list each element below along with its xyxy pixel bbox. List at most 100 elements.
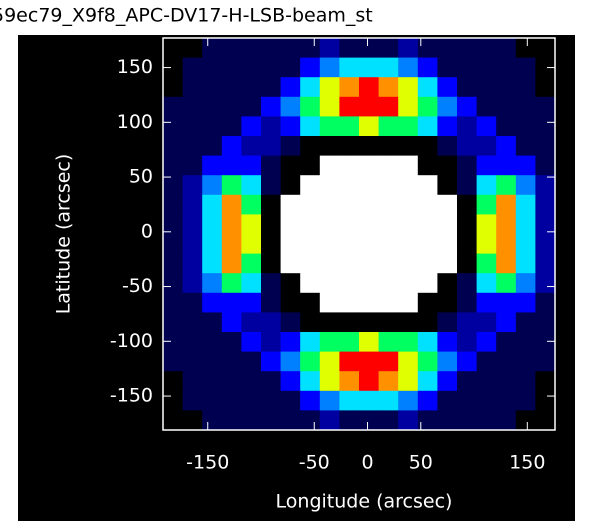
heatmap-cell xyxy=(221,292,242,313)
heatmap-cell xyxy=(280,175,301,196)
heatmap-cell xyxy=(319,175,340,196)
heatmap-cell xyxy=(241,410,262,431)
heatmap-cell xyxy=(476,390,497,411)
heatmap-cell xyxy=(378,175,399,196)
heatmap-cell xyxy=(378,38,399,59)
heatmap-cell xyxy=(496,116,517,137)
heatmap-cell xyxy=(163,253,184,274)
heatmap-cell xyxy=(300,194,321,215)
heatmap-cell xyxy=(280,332,301,353)
heatmap-cell xyxy=(378,292,399,313)
heatmap-cell xyxy=(163,390,184,411)
heatmap-cell xyxy=(280,292,301,313)
heatmap-cell xyxy=(300,175,321,196)
heatmap-cell xyxy=(496,136,517,157)
heatmap-cell xyxy=(457,136,478,157)
heatmap-cell xyxy=(163,155,184,176)
heatmap-cell xyxy=(359,292,380,313)
heatmap-cell xyxy=(300,253,321,274)
heatmap-cell xyxy=(496,77,517,98)
heatmap-cell xyxy=(221,253,242,274)
heatmap-cell xyxy=(496,273,517,294)
heatmap-cell xyxy=(319,194,340,215)
heatmap-cell xyxy=(515,234,536,255)
heatmap-cell xyxy=(476,57,497,78)
heatmap-cell xyxy=(202,96,223,117)
heatmap-cell xyxy=(261,214,282,235)
heatmap-cell xyxy=(359,136,380,157)
heatmap-cell xyxy=(476,234,497,255)
heatmap-cell xyxy=(359,351,380,372)
heatmap-cell xyxy=(515,214,536,235)
heatmap-cell xyxy=(535,155,556,176)
heatmap-cell xyxy=(163,175,184,196)
heatmap-cell xyxy=(261,292,282,313)
heatmap-cell xyxy=(241,136,262,157)
heatmap-cell xyxy=(241,38,262,59)
heatmap-cell xyxy=(457,332,478,353)
heatmap-cell xyxy=(300,410,321,431)
heatmap-cell xyxy=(241,234,262,255)
heatmap-cell xyxy=(261,390,282,411)
heatmap-cell xyxy=(202,351,223,372)
heatmap-cell xyxy=(339,194,360,215)
heatmap-cell xyxy=(378,332,399,353)
heatmap-cell xyxy=(300,390,321,411)
heatmap-cell xyxy=(457,175,478,196)
heatmap-cell xyxy=(378,116,399,137)
heatmap-cell xyxy=(319,312,340,333)
heatmap-cell xyxy=(319,57,340,78)
heatmap-cell xyxy=(339,253,360,274)
heatmap-cell xyxy=(535,390,556,411)
heatmap-cell xyxy=(261,116,282,137)
heatmap-cell xyxy=(339,96,360,117)
heatmap-cell xyxy=(261,194,282,215)
heatmap-cell xyxy=(457,351,478,372)
heatmap-cell xyxy=(457,371,478,392)
heatmap-cell xyxy=(300,292,321,313)
heatmap-cell xyxy=(280,410,301,431)
heatmap-cell xyxy=(300,371,321,392)
heatmap-cell xyxy=(241,312,262,333)
heatmap-cell xyxy=(437,410,458,431)
heatmap-cell xyxy=(202,38,223,59)
heatmap-cell xyxy=(339,57,360,78)
y-axis-label: Latitude (arcsec) xyxy=(53,154,75,315)
heatmap-cell xyxy=(359,155,380,176)
heatmap-cell xyxy=(437,96,458,117)
heatmap-cell xyxy=(417,410,438,431)
heatmap-cell xyxy=(202,175,223,196)
heatmap-cell xyxy=(182,351,203,372)
heatmap-cell xyxy=(221,175,242,196)
heatmap-cell xyxy=(476,214,497,235)
heatmap-cell xyxy=(515,292,536,313)
heatmap-cell xyxy=(417,155,438,176)
heatmap-cell xyxy=(417,332,438,353)
x-tick-label: -50 xyxy=(299,452,330,474)
heatmap-cell xyxy=(457,57,478,78)
heatmap-cell xyxy=(359,214,380,235)
heatmap-cell xyxy=(496,194,517,215)
heatmap-cell xyxy=(535,273,556,294)
heatmap-cell xyxy=(221,351,242,372)
heatmap-cell xyxy=(339,38,360,59)
heatmap-cell xyxy=(398,116,419,137)
heatmap-cell xyxy=(241,57,262,78)
heatmap-cell xyxy=(457,234,478,255)
heatmap-cell xyxy=(359,116,380,137)
heatmap-cell xyxy=(261,371,282,392)
heatmap-cell xyxy=(280,57,301,78)
heatmap-cell xyxy=(457,312,478,333)
heatmap-cell xyxy=(241,390,262,411)
heatmap-cell xyxy=(535,194,556,215)
heatmap-cell xyxy=(280,194,301,215)
heatmap-cell xyxy=(515,116,536,137)
heatmap-cell xyxy=(496,96,517,117)
heatmap-cell xyxy=(261,234,282,255)
heatmap-cell xyxy=(261,96,282,117)
heatmap-cell xyxy=(398,175,419,196)
heatmap-cell xyxy=(202,136,223,157)
heatmap-cell xyxy=(378,273,399,294)
heatmap-cell xyxy=(359,96,380,117)
